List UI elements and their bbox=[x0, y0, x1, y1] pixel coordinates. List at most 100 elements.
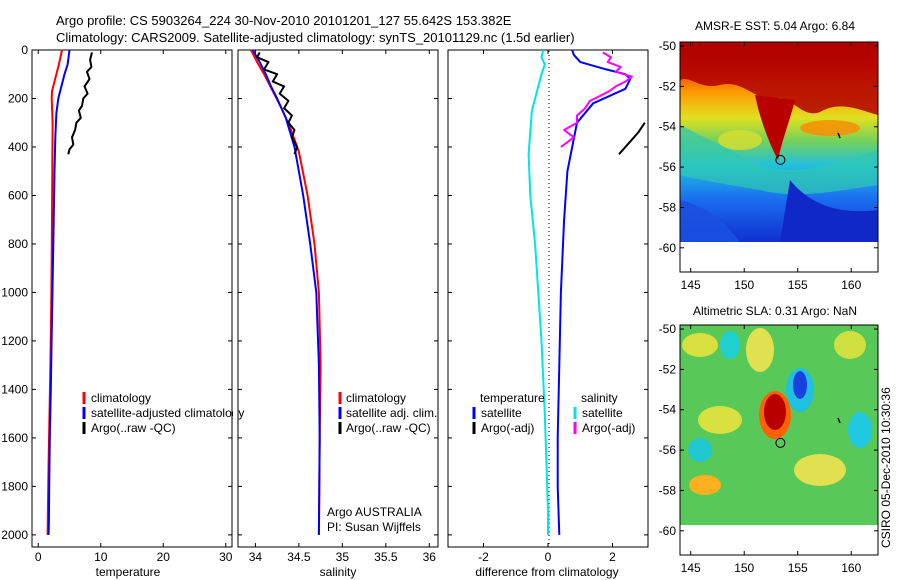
sla-yellow-3 bbox=[834, 331, 866, 359]
sst-y-ticks: -50 -52 -54 -56 -58 -60 bbox=[659, 39, 878, 255]
difference-x-ticks: -2 0 2 bbox=[478, 50, 616, 564]
x-tick-label: 145 bbox=[681, 278, 701, 292]
sla-x-ticks: 145 150 155 160 bbox=[681, 325, 862, 575]
x-tick-label: 145 bbox=[681, 561, 701, 575]
legend-label-argo: Argo(..raw -QC) bbox=[346, 421, 431, 435]
legend-label-climatology: climatology bbox=[346, 391, 406, 405]
difference-series bbox=[527, 49, 646, 535]
series-temperature-argo-adj bbox=[618, 122, 646, 155]
legend-label-temp-satellite: satellite bbox=[481, 406, 522, 420]
sla-map-title: Altimetric SLA: 0.31 Argo: NaN bbox=[693, 304, 857, 318]
y-tick-label: 1400 bbox=[1, 382, 28, 396]
x-tick-label: 36 bbox=[423, 550, 437, 564]
x-tick-label: 160 bbox=[841, 278, 861, 292]
salinity-y-ticks bbox=[238, 49, 438, 536]
temperature-axes-frame bbox=[31, 49, 233, 548]
sla-map-frame bbox=[679, 324, 879, 556]
sst-map-panel: AMSR-E SST: 5.04 Argo: 6.84 -50 -52 -54 -56… bbox=[659, 19, 879, 292]
salinity-panel: 34 34.5 35 35.5 36 salinity climatology sate… bbox=[237, 49, 439, 579]
y-tick-label: -52 bbox=[659, 79, 677, 93]
difference-panel: -2 0 2 difference from climatology tempera… bbox=[447, 49, 649, 579]
sla-cyan-3 bbox=[848, 412, 872, 448]
x-tick-label: 20 bbox=[157, 550, 171, 564]
sla-yellow-5 bbox=[794, 454, 846, 486]
series-climatology bbox=[250, 49, 322, 535]
legend-label-temp-argo: Argo(-adj) bbox=[481, 421, 534, 435]
x-tick-label: 0 bbox=[35, 550, 42, 564]
sla-orange-1 bbox=[689, 475, 721, 495]
annotation-argo-australia: Argo AUSTRALIA bbox=[327, 505, 422, 519]
series-argo-raw-qc bbox=[67, 52, 93, 155]
x-tick-label: 10 bbox=[94, 550, 108, 564]
x-tick-label: 160 bbox=[841, 561, 861, 575]
y-tick-label: -56 bbox=[659, 443, 677, 457]
sla-cyan-1 bbox=[720, 331, 740, 359]
x-tick-label: 35.5 bbox=[374, 550, 398, 564]
legend-label-sal-satellite: satellite bbox=[582, 406, 623, 420]
temperature-x-ticks: 0 10 20 30 bbox=[35, 50, 233, 564]
sst-x-ticks: 145 150 155 160 bbox=[681, 42, 862, 292]
sla-cyan-4 bbox=[688, 438, 712, 462]
y-tick-label: -50 bbox=[659, 39, 677, 53]
temperature-series bbox=[46, 49, 93, 535]
x-tick-label: 2 bbox=[609, 550, 616, 564]
legend-heading-temperature: temperature bbox=[480, 391, 545, 405]
header-line-2: Climatology: CARS2009. Satellite-adjuste… bbox=[56, 30, 575, 45]
x-tick-label: 30 bbox=[219, 550, 233, 564]
y-tick-label: -54 bbox=[659, 120, 677, 134]
y-tick-label: 1600 bbox=[1, 431, 28, 445]
legend-heading-salinity: salinity bbox=[581, 391, 618, 405]
temperature-legend: climatology satellite-adjusted climatolo… bbox=[82, 391, 244, 435]
sla-yellow-1 bbox=[682, 333, 718, 357]
salinity-x-label: salinity bbox=[320, 565, 357, 579]
x-tick-label: 155 bbox=[788, 278, 808, 292]
sla-warm-eddy bbox=[764, 394, 786, 430]
y-tick-label: 2000 bbox=[1, 528, 28, 542]
sst-map-frame bbox=[679, 41, 879, 273]
legend-label-argo: Argo(..raw -QC) bbox=[91, 421, 176, 435]
x-tick-label: 150 bbox=[734, 561, 754, 575]
legend-label-satellite-adj: satellite adj. clim. bbox=[346, 406, 437, 420]
y-tick-label: -56 bbox=[659, 160, 677, 174]
legend-label-climatology: climatology bbox=[91, 391, 151, 405]
sst-track-tick bbox=[837, 132, 841, 139]
y-tick-label: 1000 bbox=[1, 285, 28, 299]
x-tick-label: 35 bbox=[336, 550, 350, 564]
y-tick-label: -58 bbox=[659, 200, 677, 214]
y-tick-label: -60 bbox=[659, 241, 677, 255]
series-satellite-adjusted-climatology bbox=[47, 49, 71, 535]
y-tick-label: 800 bbox=[8, 237, 28, 251]
y-tick-label: 1800 bbox=[1, 479, 28, 493]
sst-warm-tongue bbox=[755, 95, 795, 160]
sla-y-ticks: -50 -52 -54 -56 -58 -60 bbox=[659, 322, 878, 538]
sst-argo-position-marker bbox=[775, 154, 786, 165]
sla-track-tick bbox=[837, 417, 841, 424]
sla-heatmap bbox=[680, 325, 878, 525]
series-satellite-adj-clim bbox=[251, 49, 321, 535]
y-tick-label: 0 bbox=[21, 43, 28, 57]
series-salinity-satellite bbox=[527, 49, 549, 535]
sst-map-title: AMSR-E SST: 5.04 Argo: 6.84 bbox=[695, 19, 855, 33]
difference-y-ticks bbox=[448, 49, 648, 536]
y-tick-label: -58 bbox=[659, 483, 677, 497]
y-tick-label: 1200 bbox=[1, 334, 28, 348]
sla-yellow-2 bbox=[746, 328, 774, 372]
sst-orange-patch bbox=[800, 120, 860, 136]
header-line-1: Argo profile: CS 5903264_224 30-Nov-2010… bbox=[56, 13, 512, 28]
legend-label-satellite-adjusted: satellite-adjusted climatology bbox=[91, 406, 244, 420]
difference-axes-frame bbox=[447, 49, 649, 548]
x-tick-label: 34 bbox=[249, 550, 263, 564]
temperature-x-label: temperature bbox=[96, 565, 161, 579]
y-tick-label: 400 bbox=[8, 140, 28, 154]
temperature-panel: 0 200 400 600 800 1000 1200 1400 1600 1800 2000 0 1… bbox=[1, 43, 244, 579]
temperature-y-ticks: 0 200 400 600 800 1000 1200 1400 1600 1800 2000 bbox=[1, 43, 232, 542]
annotation-pi-name: PI: Susan Wijffels bbox=[327, 520, 421, 534]
difference-x-label: difference from climatology bbox=[475, 565, 618, 579]
legend-label-sal-argo: Argo(-adj) bbox=[582, 421, 635, 435]
salinity-legend: climatology satellite adj. clim. Argo(..… bbox=[338, 391, 437, 435]
y-tick-label: 200 bbox=[8, 91, 28, 105]
salinity-series bbox=[250, 49, 322, 535]
x-tick-label: -2 bbox=[478, 550, 489, 564]
y-tick-label: -50 bbox=[659, 322, 677, 336]
